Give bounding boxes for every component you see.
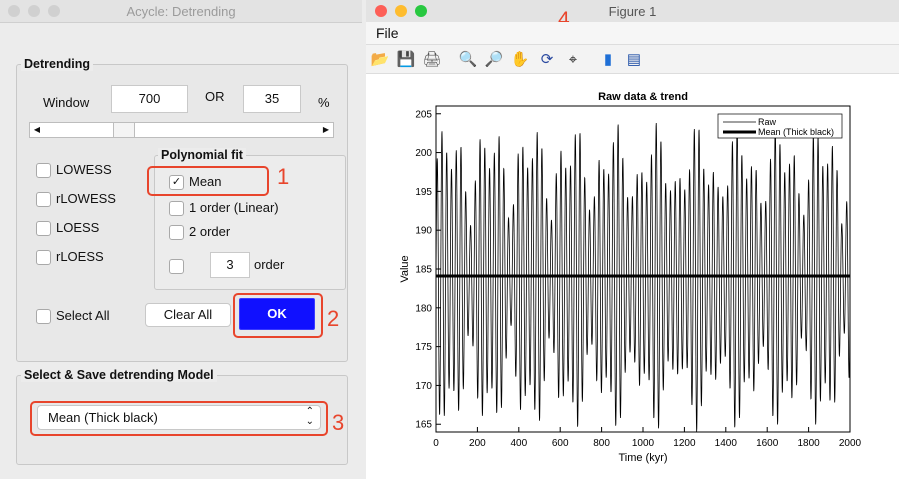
save-icon[interactable]: 💾	[396, 51, 416, 68]
window-title: Acycle: Detrending	[126, 4, 236, 19]
ok-button[interactable]: OK	[239, 298, 315, 330]
model-select-value: Mean (Thick black)	[48, 410, 158, 425]
second-order-checkbox[interactable]	[169, 225, 184, 240]
zoom-out-icon[interactable]: 🔎	[484, 51, 504, 68]
rlowess-checkbox[interactable]	[36, 192, 51, 207]
chart-title: Raw data & trend	[598, 91, 688, 103]
model-select-highlight	[30, 401, 328, 436]
chevron-up-down-icon: ⌃ ⌄	[305, 406, 314, 427]
window-slider[interactable]: ◀ ▶	[29, 122, 334, 138]
series-raw	[435, 123, 851, 432]
custom-order-checkbox[interactable]	[169, 259, 184, 274]
colorbar-icon[interactable]: ▮	[603, 51, 613, 68]
custom-order-input[interactable]: 3	[210, 252, 250, 278]
y-tick-label: 200	[415, 148, 432, 159]
x-tick-label: 1400	[715, 438, 738, 449]
figure-title: Figure 1	[608, 4, 657, 19]
mean-label: Mean	[189, 174, 222, 189]
model-panel-label: Select & Save detrending Model	[21, 368, 217, 382]
y-tick-label: 185	[415, 265, 432, 276]
x-tick-label: 0	[433, 438, 439, 449]
window-label: Window	[43, 95, 90, 110]
raw-data-chart: Raw data & trend 165 170 175 180 185 190 195 20…	[399, 91, 862, 464]
detrending-window: Acycle: Detrending Detrending Window 700…	[0, 0, 362, 479]
rotate-icon[interactable]: ⟳	[540, 51, 554, 68]
x-tick-label: 2000	[839, 438, 862, 449]
x-tick-label: 1600	[756, 438, 779, 449]
titlebar: Acycle: Detrending	[0, 0, 362, 23]
lowess-label: LOWESS	[56, 162, 112, 177]
detrending-panel-label: Detrending	[21, 57, 93, 71]
y-tick-label: 170	[415, 381, 432, 392]
slider-left-arrow-icon[interactable]: ◀	[33, 125, 41, 134]
x-tick-label: 200	[469, 438, 486, 449]
clear-all-button[interactable]: Clear All	[145, 303, 231, 327]
minimize-window-icon[interactable]	[395, 5, 407, 17]
y-tick-label: 190	[415, 226, 432, 237]
x-tick-label: 400	[510, 438, 527, 449]
rloess-checkbox[interactable]	[36, 250, 51, 265]
loess-checkbox[interactable]	[36, 221, 51, 236]
second-order-label: 2 order	[189, 224, 231, 239]
linear-checkbox[interactable]	[169, 201, 184, 216]
close-window-icon[interactable]	[8, 5, 20, 17]
custom-order-label: order	[254, 257, 285, 272]
polynomial-panel-label: Polynomial fit	[158, 148, 246, 162]
menu-bar: File	[366, 22, 899, 45]
percent-unit-label: %	[318, 95, 330, 110]
x-tick-label: 600	[552, 438, 569, 449]
x-tick-label: 800	[593, 438, 610, 449]
model-select[interactable]: Mean (Thick black) ⌃ ⌄	[37, 405, 321, 430]
y-axis-label: Value	[399, 255, 411, 282]
print-icon[interactable]: 🖨	[422, 51, 442, 68]
percent-input[interactable]: 35	[243, 85, 301, 113]
figure-titlebar: Figure 1	[366, 0, 899, 23]
zoom-window-icon[interactable]	[415, 5, 427, 17]
annotation-4: 4	[558, 8, 570, 31]
annotation-1: 1	[277, 164, 290, 189]
rloess-label: rLOESS	[56, 249, 104, 264]
x-axis-label: Time (kyr)	[618, 452, 667, 464]
file-menu[interactable]: File	[376, 25, 399, 41]
x-tick-label: 1000	[632, 438, 655, 449]
rlowess-label: rLOWESS	[56, 191, 116, 206]
y-tick-label: 175	[415, 342, 432, 353]
slider-right-arrow-icon[interactable]: ▶	[322, 125, 330, 134]
ok-highlight	[233, 293, 323, 338]
zoom-in-icon[interactable]: 🔍	[458, 51, 478, 68]
polynomial-panel	[154, 155, 346, 290]
y-tick-label: 180	[415, 303, 432, 314]
annotation-3: 3	[332, 410, 345, 435]
figure-window: Figure 1 4 File 📂 💾 🖨 🔍 🔎 ✋ ⟳ ⌖ ▮ ▤ Raw …	[366, 0, 899, 479]
minimize-window-icon[interactable]	[28, 5, 40, 17]
legend-box	[717, 113, 843, 139]
toolbar	[366, 45, 899, 74]
linear-label: 1 order (Linear)	[189, 200, 279, 215]
y-tick-label: 205	[415, 109, 432, 120]
y-tick-label: 165	[415, 420, 432, 431]
open-icon[interactable]: 📂	[370, 51, 390, 68]
or-label: OR	[205, 89, 225, 104]
data-cursor-icon[interactable]: ⌖	[568, 51, 578, 68]
mean-checkbox-check-icon[interactable]: ✓	[169, 175, 184, 190]
slider-thumb[interactable]	[112, 123, 135, 137]
legend-mean-label: Mean (Thick black)	[758, 127, 834, 137]
x-tick-label: 1800	[797, 438, 820, 449]
annotation-2: 2	[327, 306, 340, 331]
lowess-checkbox[interactable]	[36, 163, 51, 178]
y-tick-label: 195	[415, 187, 432, 198]
close-window-icon[interactable]	[375, 5, 387, 17]
x-tick-label: 1200	[673, 438, 696, 449]
select-all-checkbox[interactable]	[36, 309, 51, 324]
select-all-label: Select All	[56, 308, 110, 323]
zoom-window-icon[interactable]	[48, 5, 60, 17]
pan-icon[interactable]: ✋	[510, 51, 530, 68]
mean-highlight	[147, 166, 269, 196]
loess-label: LOESS	[56, 220, 100, 235]
legend-icon[interactable]: ▤	[626, 51, 642, 68]
legend-raw-label: Raw	[758, 117, 777, 127]
window-input[interactable]: 700	[111, 85, 188, 113]
